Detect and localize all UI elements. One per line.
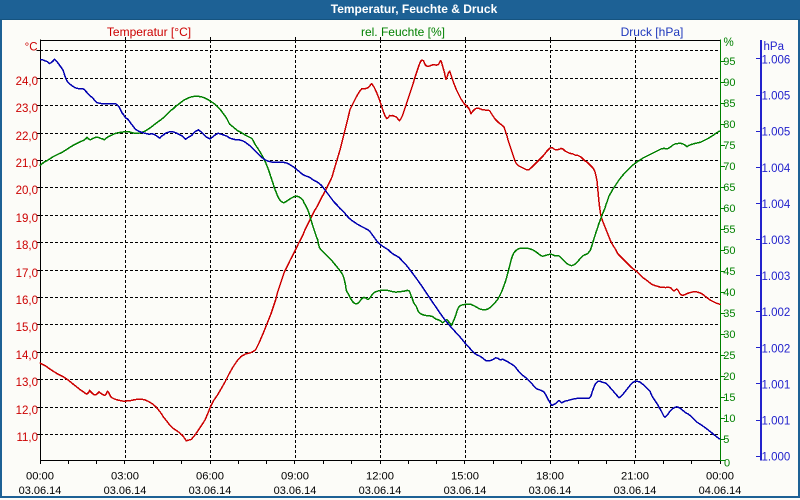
svg-text:1.002: 1.002 bbox=[762, 307, 791, 319]
svg-text:50: 50 bbox=[723, 245, 735, 257]
svg-text:03.06.14: 03.06.14 bbox=[19, 485, 62, 497]
svg-text:70: 70 bbox=[723, 161, 735, 173]
svg-text:1.003: 1.003 bbox=[762, 235, 791, 247]
svg-text:1.000: 1.000 bbox=[762, 452, 791, 464]
svg-text:°C: °C bbox=[25, 42, 38, 54]
svg-text:1.004: 1.004 bbox=[762, 163, 791, 175]
svg-text:03.06.14: 03.06.14 bbox=[529, 485, 572, 497]
svg-text:03.06.14: 03.06.14 bbox=[359, 485, 402, 497]
svg-text:0: 0 bbox=[724, 458, 730, 470]
svg-text:1.002: 1.002 bbox=[762, 343, 791, 355]
svg-text:20,0: 20,0 bbox=[16, 185, 38, 197]
svg-text:03.06.14: 03.06.14 bbox=[444, 485, 487, 497]
svg-text:03.06.14: 03.06.14 bbox=[189, 485, 232, 497]
svg-text:03:00: 03:00 bbox=[111, 471, 139, 483]
svg-text:90: 90 bbox=[723, 77, 735, 89]
svg-text:03.06.14: 03.06.14 bbox=[274, 485, 317, 497]
svg-text:1.003: 1.003 bbox=[762, 271, 791, 283]
svg-text:55: 55 bbox=[723, 224, 735, 236]
svg-text:18,0: 18,0 bbox=[16, 240, 38, 252]
svg-text:17,0: 17,0 bbox=[16, 268, 38, 280]
svg-text:14,0: 14,0 bbox=[16, 350, 38, 362]
svg-text:00:00: 00:00 bbox=[706, 471, 734, 483]
svg-text:24,0: 24,0 bbox=[16, 76, 38, 88]
svg-text:Temperatur [°C]: Temperatur [°C] bbox=[107, 25, 191, 39]
svg-text:21,0: 21,0 bbox=[16, 158, 38, 170]
svg-text:85: 85 bbox=[723, 98, 735, 110]
svg-text:1.001: 1.001 bbox=[762, 379, 791, 391]
svg-text:21:00: 21:00 bbox=[621, 471, 649, 483]
svg-text:30: 30 bbox=[723, 329, 735, 341]
svg-text:60: 60 bbox=[723, 203, 735, 215]
svg-text:16,0: 16,0 bbox=[16, 295, 38, 307]
svg-text:19,0: 19,0 bbox=[16, 213, 38, 225]
svg-text:03.06.14: 03.06.14 bbox=[614, 485, 657, 497]
svg-text:45: 45 bbox=[723, 266, 735, 278]
svg-text:12:00: 12:00 bbox=[366, 471, 394, 483]
svg-text:1.004: 1.004 bbox=[762, 199, 791, 211]
svg-text:00:00: 00:00 bbox=[26, 471, 54, 483]
svg-text:13,0: 13,0 bbox=[16, 377, 38, 389]
svg-text:22,0: 22,0 bbox=[16, 131, 38, 143]
svg-text:40: 40 bbox=[723, 287, 735, 299]
svg-text:09:00: 09:00 bbox=[281, 471, 309, 483]
svg-text:hPa: hPa bbox=[764, 41, 785, 53]
svg-text:03.06.14: 03.06.14 bbox=[104, 485, 147, 497]
svg-text:Druck [hPa]: Druck [hPa] bbox=[621, 25, 684, 39]
svg-text:23,0: 23,0 bbox=[16, 103, 38, 115]
svg-text:10: 10 bbox=[723, 413, 735, 425]
svg-text:1.001: 1.001 bbox=[762, 416, 791, 428]
svg-text:15:00: 15:00 bbox=[451, 471, 479, 483]
svg-text:25: 25 bbox=[723, 350, 735, 362]
svg-text:1.006: 1.006 bbox=[762, 55, 791, 67]
svg-text:75: 75 bbox=[723, 140, 735, 152]
svg-text:20: 20 bbox=[723, 371, 735, 383]
svg-text:18:00: 18:00 bbox=[536, 471, 564, 483]
svg-text:06:00: 06:00 bbox=[196, 471, 224, 483]
svg-text:1.005: 1.005 bbox=[762, 127, 791, 139]
svg-text:04.06.14: 04.06.14 bbox=[699, 485, 742, 497]
svg-text:15: 15 bbox=[723, 392, 735, 404]
svg-text:11,0: 11,0 bbox=[16, 432, 38, 444]
svg-text:rel. Feuchte [%]: rel. Feuchte [%] bbox=[361, 25, 445, 39]
svg-text:65: 65 bbox=[723, 182, 735, 194]
svg-text:5: 5 bbox=[723, 434, 729, 446]
svg-text:35: 35 bbox=[723, 308, 735, 320]
svg-text:15,0: 15,0 bbox=[16, 322, 38, 334]
svg-text:1.005: 1.005 bbox=[762, 91, 791, 103]
svg-text:80: 80 bbox=[723, 119, 735, 131]
svg-text:%: % bbox=[724, 37, 734, 49]
svg-text:95: 95 bbox=[723, 56, 735, 68]
svg-text:12,0: 12,0 bbox=[16, 405, 38, 417]
